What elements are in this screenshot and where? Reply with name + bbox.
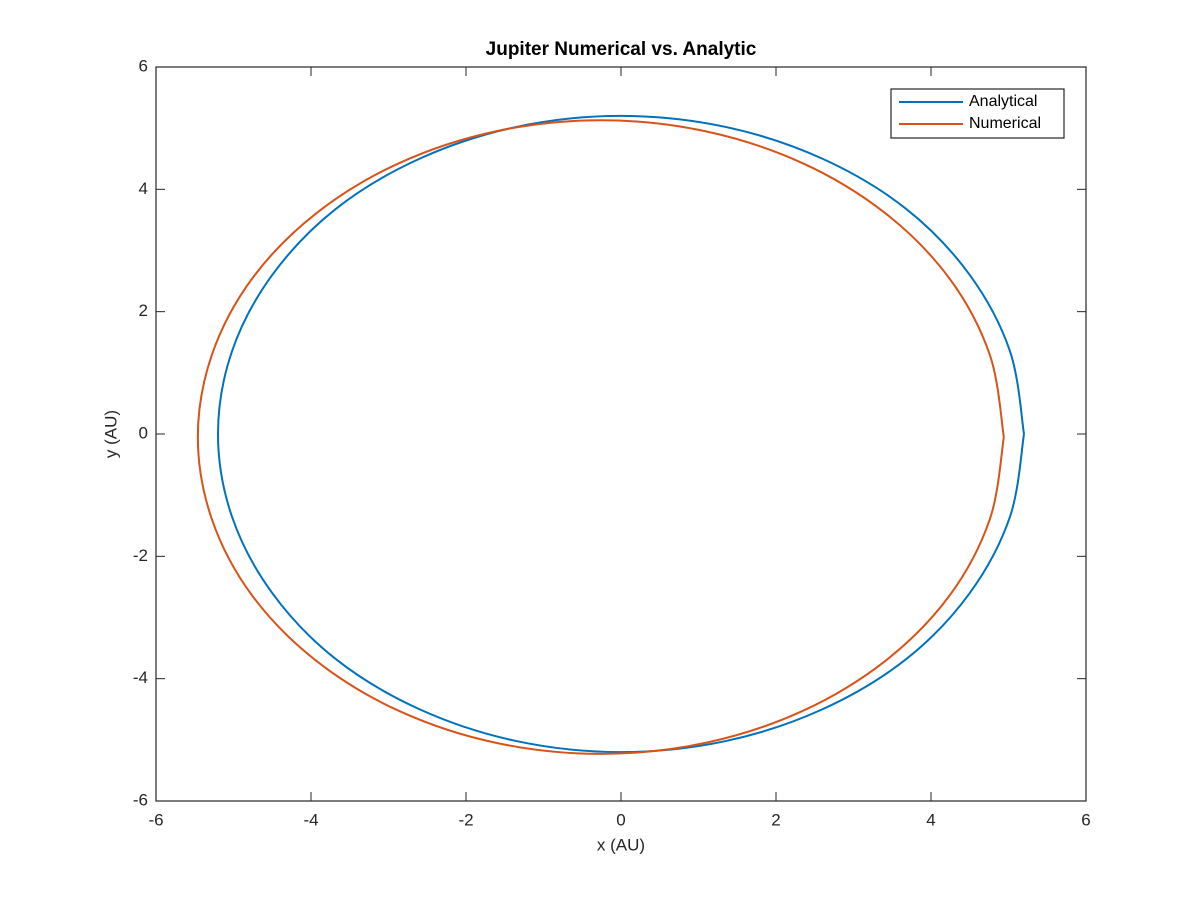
y-tick-label: -2 (133, 546, 148, 565)
x-tick-label: -6 (148, 810, 163, 829)
x-axis-label: x (AU) (597, 835, 645, 854)
series-line (196, 119, 1005, 755)
legend-box (890, 88, 1065, 139)
y-tick-label: -4 (133, 668, 148, 687)
legend-label: Analytical (969, 93, 1037, 110)
chart-title: Jupiter Numerical vs. Analytic (486, 39, 757, 60)
y-tick-label: 4 (139, 179, 148, 198)
x-tick-label: 0 (616, 810, 625, 829)
x-tick-label: 6 (1081, 810, 1090, 829)
x-tick-label: -2 (458, 810, 473, 829)
series-line (216, 114, 1025, 754)
y-tick-label: 2 (139, 301, 148, 320)
x-tick-label: -4 (303, 810, 318, 829)
y-axis-label: y (AU) (101, 410, 120, 458)
y-tick-label: 0 (139, 423, 148, 442)
y-tick-label: 6 (139, 56, 148, 75)
plot-area (155, 66, 1087, 802)
x-tick-label: 4 (926, 810, 935, 829)
x-tick-label: 2 (771, 810, 780, 829)
y-tick-label: -6 (133, 790, 148, 809)
legend-label: Numerical (969, 115, 1041, 132)
